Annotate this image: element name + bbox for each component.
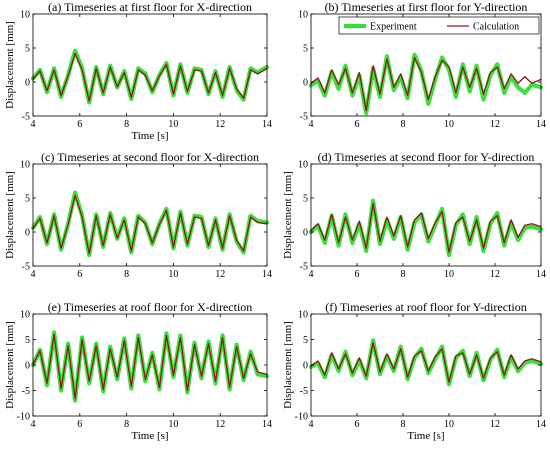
y-tick-label: 5 (25, 194, 30, 205)
panel-title: (d) Timeseries at second floor for Y-dir… (318, 150, 535, 164)
x-tick-label: 8 (401, 119, 406, 130)
legend-label-calculation: Calculation (473, 22, 519, 33)
y-tick-label: 5 (303, 194, 308, 205)
y-tick-label: 0 (25, 361, 30, 372)
panel-title: (e) Timeseries at roof floor for X-direc… (48, 300, 253, 314)
x-tick-label: 8 (124, 419, 129, 430)
x-tick-label: 8 (124, 119, 129, 130)
y-tick-label: 0 (25, 228, 30, 239)
axes-frame (32, 13, 268, 117)
y-tick-label: 5 (25, 335, 30, 346)
x-tick-label: 12 (490, 419, 500, 430)
series-line-calculation (32, 52, 268, 102)
legend-box (338, 16, 540, 35)
x-tick-label: 4 (31, 119, 36, 130)
x-tick-label: 14 (262, 119, 272, 130)
x-tick-label: 14 (262, 419, 272, 430)
panel-title: (c) Timeseries at second floor for X-dir… (41, 150, 259, 164)
x-tick-label: 14 (262, 269, 272, 280)
x-tick-label: 8 (401, 419, 406, 430)
y-axis-label: Displacement [mm] (282, 171, 294, 259)
panel-title: (a) Timeseries at first floor for X-dire… (48, 0, 252, 14)
y-axis-label: Displacement [mm] (4, 21, 16, 109)
y-tick-label: 5 (303, 44, 308, 55)
x-tick-label: 6 (77, 269, 82, 280)
chart-panel-5: 4 6 8 10 12 14 -10 -5 0 5 10 (e) Timeseries at roof… (4, 300, 272, 442)
legend: Experiment Calculation (338, 16, 540, 35)
chart-panel-3: 4 6 8 10 12 14 -5 0 5 10 (c) Timeseries at second … (4, 150, 272, 280)
y-tick-label: 10 (20, 310, 30, 321)
x-tick-label: 10 (168, 119, 178, 130)
x-tick-label: 10 (444, 119, 454, 130)
y-tick-label: -10 (295, 412, 308, 423)
y-tick-label: -5 (300, 386, 308, 397)
y-tick-label: 10 (298, 310, 308, 321)
chart-panel-6: 4 6 8 10 12 14 -10 -5 0 5 10 (f) Timeseries at roof… (282, 300, 546, 442)
axes-frame (310, 163, 542, 267)
series-line-calculation (32, 333, 268, 400)
x-tick-label: 14 (536, 119, 546, 130)
x-tick-label: 6 (77, 419, 82, 430)
y-tick-label: 10 (298, 10, 308, 21)
x-tick-label: 10 (444, 419, 454, 430)
x-tick-label: 10 (168, 269, 178, 280)
x-tick-label: 14 (536, 269, 546, 280)
x-tick-label: 12 (490, 119, 500, 130)
x-axis-label: Time [s] (131, 130, 168, 142)
x-tick-label: 8 (124, 269, 129, 280)
x-tick-label: 4 (31, 419, 36, 430)
series-line-calculation (310, 202, 542, 254)
x-tick-label: 4 (309, 419, 314, 430)
x-axis-label: Time [s] (407, 430, 444, 442)
series-line-calculation (310, 56, 542, 112)
y-tick-label: 0 (303, 228, 308, 239)
chart-panel-4: 4 6 8 10 12 14 -5 0 5 10 (d) Timeseries at second … (282, 150, 546, 280)
x-tick-label: 14 (536, 419, 546, 430)
axes-frame (310, 13, 542, 117)
x-tick-label: 4 (31, 269, 36, 280)
y-tick-label: 0 (303, 78, 308, 89)
x-tick-label: 10 (444, 269, 454, 280)
y-tick-label: 10 (298, 160, 308, 171)
x-tick-label: 12 (215, 419, 225, 430)
y-tick-label: 5 (25, 44, 30, 55)
x-axis-label: Time [s] (131, 430, 168, 442)
y-tick-label: 0 (303, 361, 308, 372)
x-tick-label: 12 (490, 269, 500, 280)
series-line-calculation (32, 194, 268, 255)
y-tick-label: -5 (300, 262, 308, 273)
y-tick-label: -5 (22, 386, 30, 397)
y-tick-label: -5 (22, 112, 30, 123)
x-tick-label: 12 (215, 119, 225, 130)
x-tick-label: 6 (77, 119, 82, 130)
y-tick-label: 10 (20, 160, 30, 171)
x-tick-label: 4 (309, 269, 314, 280)
series-line-experiment (30, 330, 270, 403)
y-tick-label: 10 (20, 10, 30, 21)
x-tick-label: 10 (168, 419, 178, 430)
y-tick-label: 5 (303, 335, 308, 346)
y-tick-label: -10 (17, 412, 30, 423)
y-axis-label: Displacement [mm] (282, 321, 294, 409)
y-tick-label: -5 (22, 262, 30, 273)
panel-title: (f) Timeseries at roof floor for Y-direc… (325, 300, 527, 314)
x-tick-label: 6 (355, 269, 360, 280)
x-tick-label: 6 (355, 119, 360, 130)
x-tick-label: 8 (401, 269, 406, 280)
y-axis-label: Displacement [mm] (4, 171, 16, 259)
panel-title: (b) Timeseries at first floor for Y-dire… (325, 0, 528, 14)
legend-label-experiment: Experiment (370, 22, 417, 33)
axes-frame (32, 163, 268, 267)
x-tick-label: 12 (215, 269, 225, 280)
x-tick-label: 4 (309, 119, 314, 130)
chart-panel-1: 4 6 8 10 12 14 -5 0 5 10 (a) Timeseries at first f… (4, 0, 272, 142)
chart-panel-2: 4 6 8 10 12 14 -5 0 5 10 (b) Timeseries at first f… (298, 0, 546, 130)
series-line-calculation (310, 341, 542, 383)
y-tick-label: 0 (25, 78, 30, 89)
y-axis-label: Displacement [mm] (4, 321, 16, 409)
y-tick-label: -5 (300, 112, 308, 123)
x-tick-label: 6 (355, 419, 360, 430)
